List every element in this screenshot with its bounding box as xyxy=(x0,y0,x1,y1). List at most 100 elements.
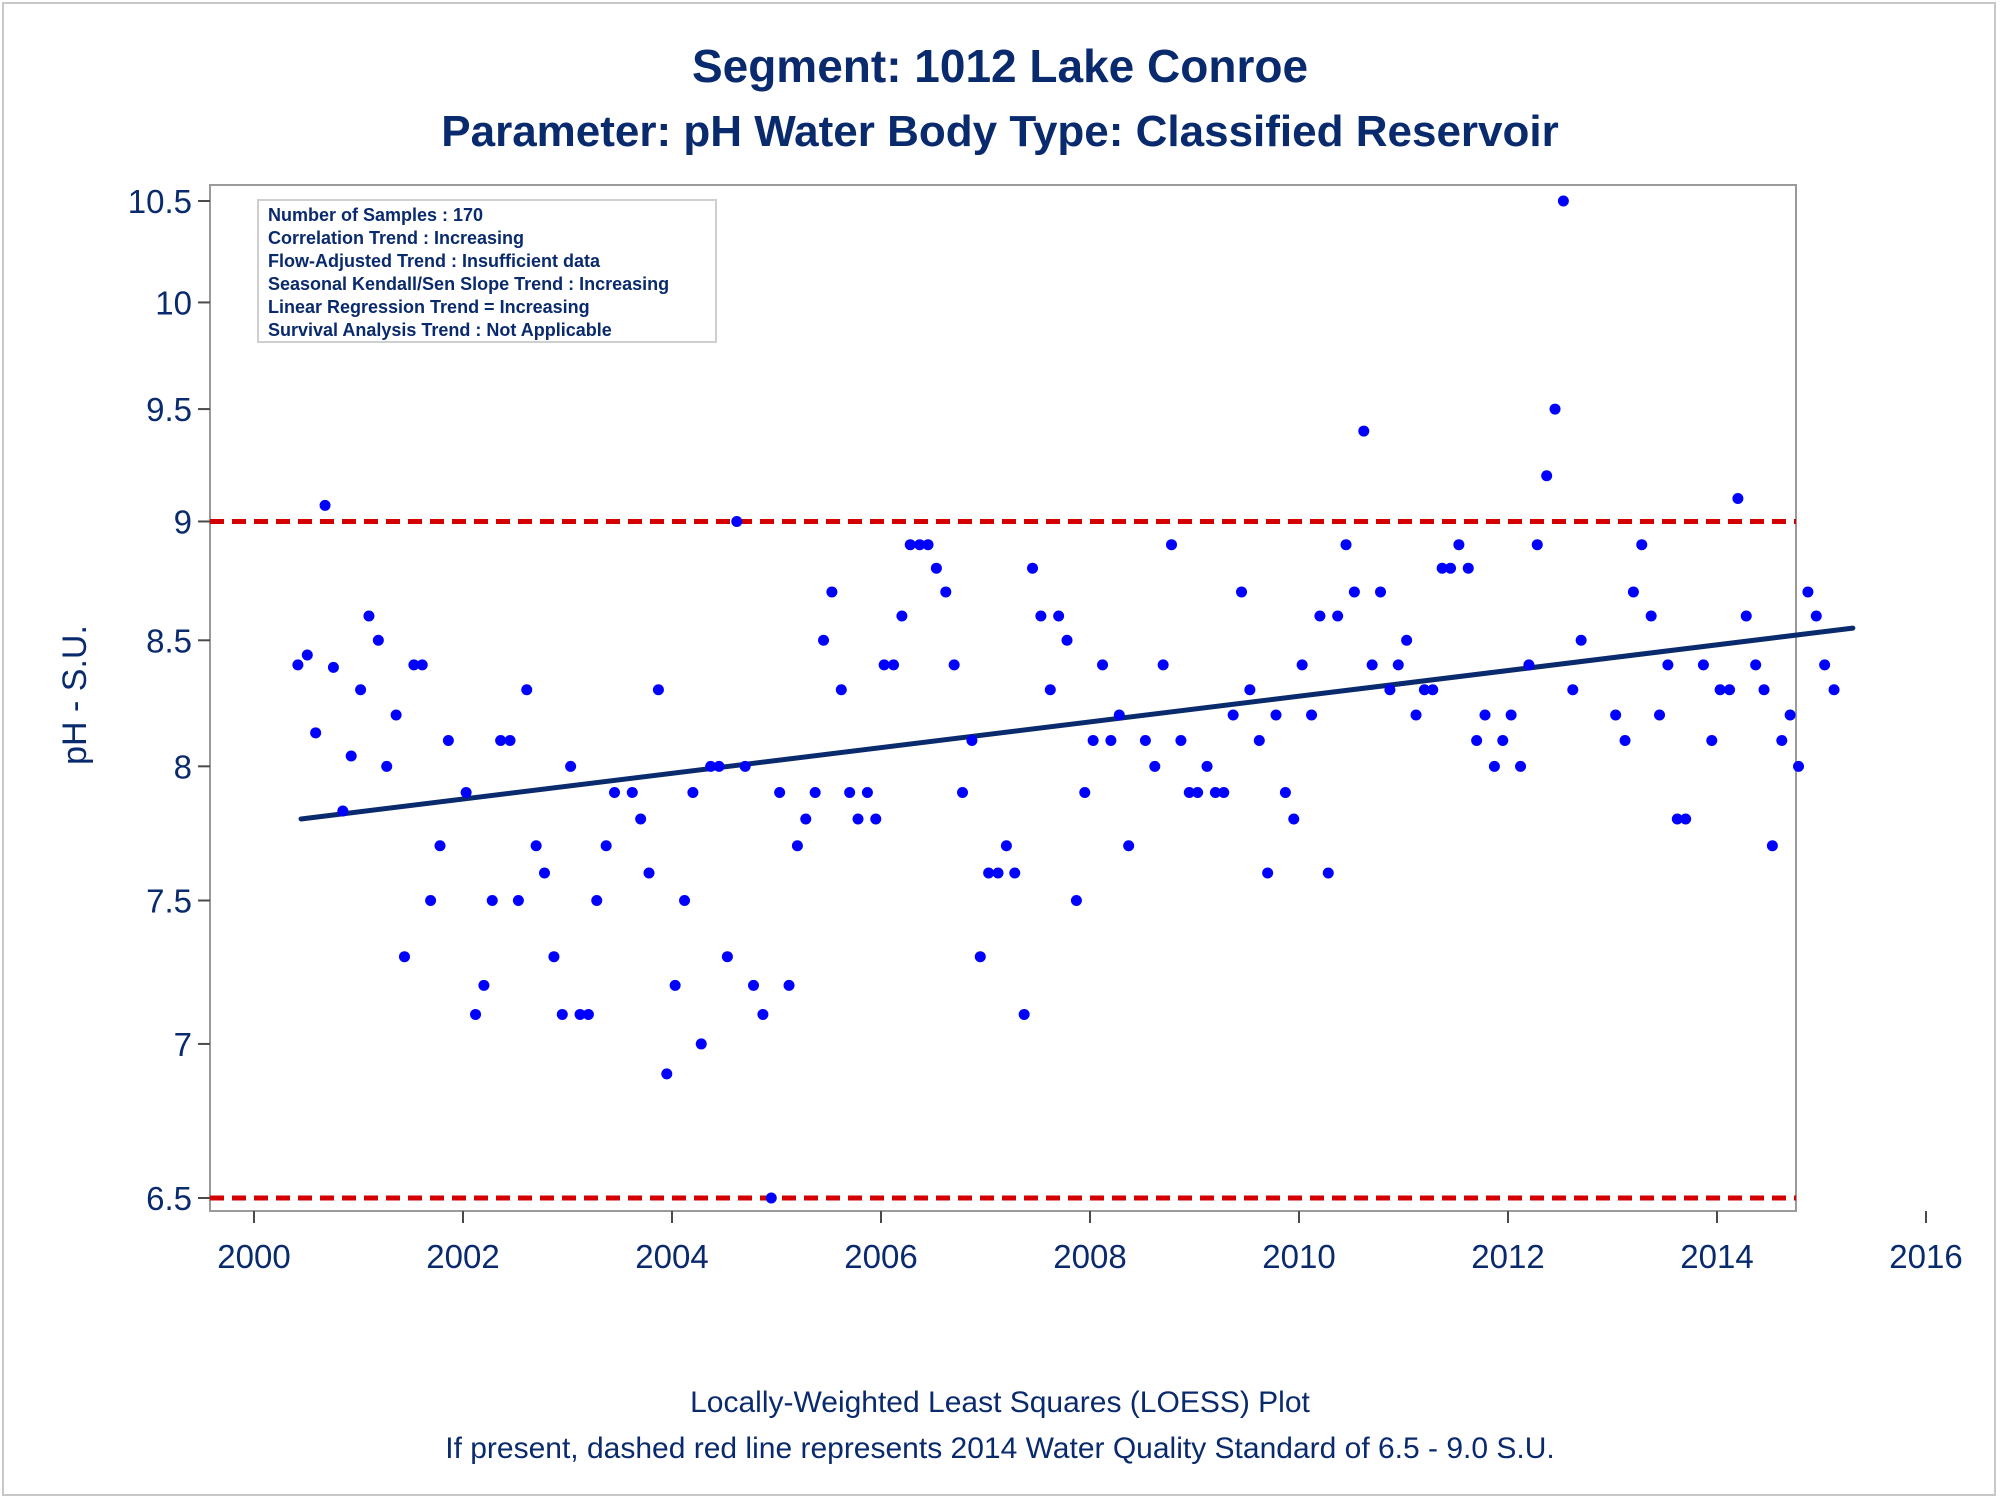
info-box-border xyxy=(257,199,717,343)
data-point xyxy=(809,786,821,798)
y-tick-label: 8 xyxy=(174,748,192,785)
data-point xyxy=(1392,659,1404,671)
data-point xyxy=(1000,840,1012,852)
data-point xyxy=(1810,610,1822,622)
data-point xyxy=(800,813,812,825)
data-point xyxy=(721,951,733,963)
data-point xyxy=(1471,735,1483,747)
data-point xyxy=(1244,684,1256,696)
data-point xyxy=(504,735,516,747)
data-point xyxy=(1549,403,1561,415)
x-tick-label: 2014 xyxy=(1680,1238,1753,1275)
data-point xyxy=(1724,684,1736,696)
data-point xyxy=(705,760,717,772)
x-tick-label: 2002 xyxy=(426,1238,499,1275)
data-point xyxy=(1097,659,1109,671)
data-point xyxy=(1322,867,1334,879)
data-point xyxy=(1758,684,1770,696)
data-point xyxy=(1253,735,1265,747)
data-point xyxy=(548,951,560,963)
data-point xyxy=(582,1008,594,1020)
data-point xyxy=(1279,786,1291,798)
data-point xyxy=(783,979,795,991)
data-point xyxy=(1697,659,1709,671)
data-point xyxy=(1340,539,1352,551)
footnote-2: If present, dashed red line represents 2… xyxy=(445,1432,1555,1465)
data-point xyxy=(442,735,454,747)
data-point xyxy=(695,1038,707,1050)
data-point xyxy=(434,840,446,852)
data-point xyxy=(416,659,428,671)
y-tick-label: 7.5 xyxy=(146,883,192,920)
data-point xyxy=(1784,709,1796,721)
data-point xyxy=(1139,735,1151,747)
data-point xyxy=(1009,867,1021,879)
data-point xyxy=(878,659,890,671)
data-point xyxy=(1802,586,1814,598)
data-point xyxy=(1236,586,1248,598)
data-point xyxy=(635,813,647,825)
data-point xyxy=(1740,610,1752,622)
data-point xyxy=(372,634,384,646)
info-line-1: Number of Samples : 170 xyxy=(268,205,483,225)
x-axis: 2000 2002 2004 2006 2008 2010 2012 2014 2016 xyxy=(217,1211,1963,1275)
plot-area xyxy=(209,184,1797,1212)
data-point xyxy=(1531,539,1543,551)
data-point xyxy=(512,895,524,907)
data-point xyxy=(1366,659,1378,671)
info-line-5: Linear Regression Trend = Increasing xyxy=(268,297,590,317)
data-point xyxy=(1714,684,1726,696)
data-point xyxy=(1645,610,1657,622)
data-point xyxy=(398,951,410,963)
footnote-1: Locally-Weighted Least Squares (LOESS) P… xyxy=(690,1386,1310,1419)
trend-line xyxy=(298,625,1856,822)
y-tick-label: 8.5 xyxy=(146,622,192,659)
y-tick-label: 10.5 xyxy=(128,183,192,220)
data-point xyxy=(292,659,304,671)
data-points xyxy=(292,195,1840,1204)
data-point xyxy=(1427,684,1439,696)
info-line-4: Seasonal Kendall/Sen Slope Trend : Incre… xyxy=(268,274,669,294)
data-point xyxy=(1567,684,1579,696)
data-point xyxy=(974,951,986,963)
data-point xyxy=(1766,840,1778,852)
data-point xyxy=(337,805,349,817)
x-tick-label: 2010 xyxy=(1262,1238,1335,1275)
x-tick-label: 2008 xyxy=(1053,1238,1126,1275)
data-point xyxy=(1157,659,1169,671)
data-point xyxy=(1479,709,1491,721)
data-point xyxy=(861,786,873,798)
data-point xyxy=(478,979,490,991)
data-point xyxy=(1375,586,1387,598)
data-point xyxy=(1671,813,1683,825)
data-point xyxy=(957,786,969,798)
data-point xyxy=(679,895,691,907)
data-point xyxy=(896,610,908,622)
data-point xyxy=(1575,634,1587,646)
data-point xyxy=(460,786,472,798)
data-point xyxy=(835,684,847,696)
data-point xyxy=(1418,684,1430,696)
data-point xyxy=(1619,735,1631,747)
data-point xyxy=(1192,786,1204,798)
data-point xyxy=(591,895,603,907)
data-point xyxy=(1654,709,1666,721)
data-point xyxy=(1828,684,1840,696)
data-point xyxy=(1113,709,1125,721)
data-point xyxy=(1358,425,1370,437)
data-point xyxy=(1384,684,1396,696)
data-point xyxy=(1462,562,1474,574)
data-point xyxy=(470,1008,482,1020)
y-tick-label: 9 xyxy=(174,503,192,540)
data-point xyxy=(661,1068,673,1080)
info-line-2: Correlation Trend : Increasing xyxy=(268,228,524,248)
data-point xyxy=(1105,735,1117,747)
data-point xyxy=(1035,610,1047,622)
data-point xyxy=(301,649,313,661)
data-point xyxy=(966,735,978,747)
data-point xyxy=(355,684,367,696)
x-tick-label: 2012 xyxy=(1471,1238,1544,1275)
data-point xyxy=(626,786,638,798)
